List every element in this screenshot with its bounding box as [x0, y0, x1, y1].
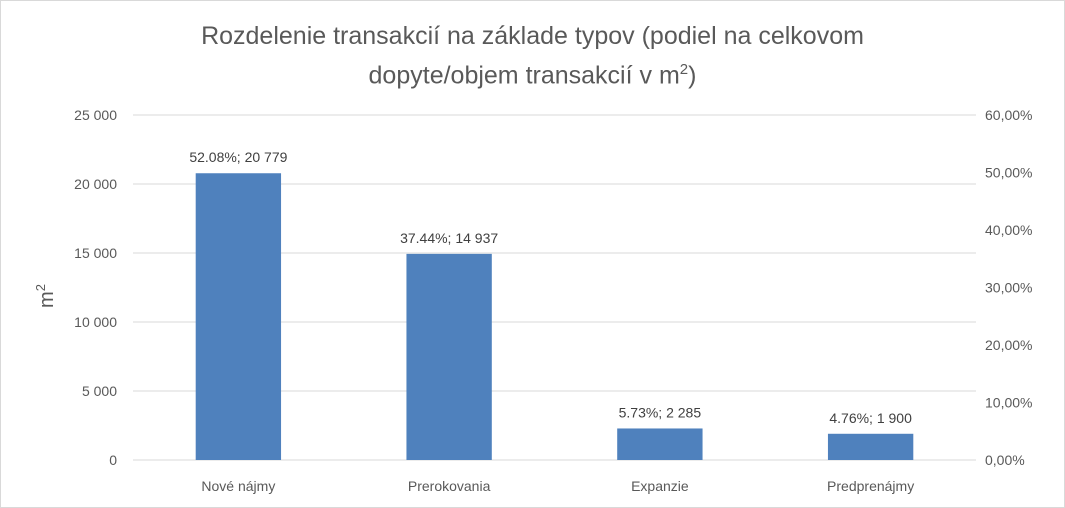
chart-title: Rozdelenie transakcií na základe typov (…	[201, 22, 864, 90]
bars	[195, 173, 914, 460]
y2-tick-label: 30,00%	[985, 280, 1032, 296]
y2-tick-label: 60,00%	[985, 107, 1032, 123]
y-axis-label: m2	[33, 284, 58, 308]
y-axis-ticks: 0 5 000 10 000 15 000 20 000 25 000	[74, 107, 117, 468]
y2-tick-label: 0,00%	[985, 452, 1025, 468]
bar	[827, 433, 914, 460]
x-tick-label: Prerokovania	[408, 478, 491, 494]
y-tick-label: 10 000	[74, 314, 117, 330]
category-labels: Nové nájmy Prerokovania Expanzie Predprenáj…	[201, 478, 914, 494]
chart-title-line2: dopyte/objem transakcií v m	[368, 61, 680, 90]
bar	[617, 428, 703, 460]
y2-tick-label: 10,00%	[985, 395, 1032, 411]
data-label: 4.76%; 1 900	[829, 410, 912, 426]
chart-title-line1: Rozdelenie transakcií na základe typov (…	[201, 22, 864, 50]
y2-tick-label: 50,00%	[985, 165, 1032, 181]
y-tick-label: 15 000	[74, 245, 117, 261]
y-tick-label: 20 000	[74, 176, 117, 192]
chart-title-superscript: 2	[679, 61, 689, 78]
y-tick-label: 25 000	[74, 107, 117, 123]
data-label: 5.73%; 2 285	[619, 404, 702, 420]
secondary-y-axis-ticks: 0,00% 10,00% 20,00% 30,00% 40,00% 50,00% 60,00…	[985, 107, 1032, 468]
x-tick-label: Expanzie	[631, 478, 689, 494]
y-tick-label: 5 000	[82, 383, 117, 399]
y2-tick-label: 20,00%	[985, 337, 1032, 353]
bar	[195, 173, 282, 460]
bar	[406, 253, 492, 460]
data-labels: 52.08%; 20 779 37.44%; 14 937 5.73%; 2 285…	[189, 149, 912, 426]
data-label: 37.44%; 14 937	[400, 230, 498, 246]
x-tick-label: Predprenájmy	[827, 478, 914, 494]
y2-tick-label: 40,00%	[985, 222, 1032, 238]
data-label: 52.08%; 20 779	[189, 149, 287, 165]
y-tick-label: 0	[109, 452, 117, 468]
x-tick-label: Nové nájmy	[201, 478, 275, 494]
